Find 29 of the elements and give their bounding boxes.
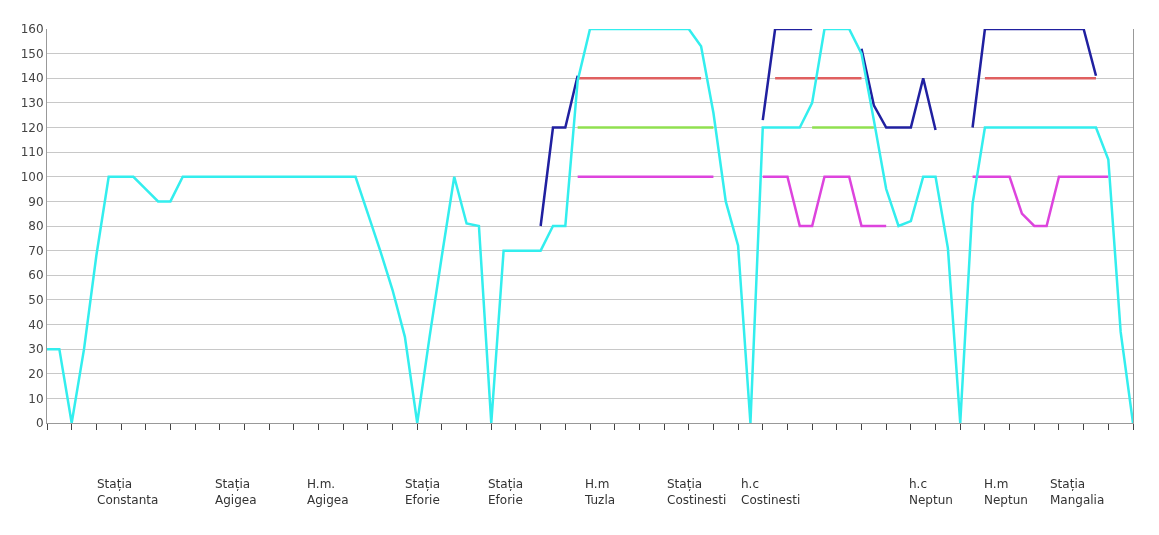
text: Stația Constanta	[97, 477, 159, 507]
y-tick-label: 100	[20, 169, 44, 184]
text: h.c Neptun	[909, 477, 953, 507]
y-tick-label: 20	[28, 366, 44, 381]
text: h.c Costinesti	[741, 477, 801, 507]
y-tick-label: 40	[28, 317, 44, 332]
y-tick-label: 0	[35, 416, 44, 431]
y-tick-label: 130	[20, 96, 44, 111]
y-tick-label: 160	[20, 22, 44, 37]
y-tick-label: 110	[20, 145, 44, 160]
text: H.m Neptun	[984, 477, 1028, 507]
y-tick-label: 60	[28, 268, 44, 283]
text: H.m Tuzla	[584, 477, 616, 507]
text: Stația Mangalia	[1050, 477, 1105, 507]
text: Stația Costinesti	[667, 477, 727, 507]
y-tick-label: 10	[28, 391, 44, 406]
y-tick-label: 140	[20, 71, 44, 86]
y-tick-label: 50	[28, 293, 44, 308]
y-tick-label: 150	[20, 46, 44, 61]
y-tick-label: 30	[28, 342, 44, 357]
line-series	[47, 29, 1133, 423]
text: Stația Eforie	[405, 477, 441, 507]
text: Stația Agigea	[215, 477, 257, 507]
y-tick-label: 80	[28, 219, 44, 234]
y-tick-label: 70	[28, 243, 44, 258]
y-tick-label: 120	[20, 120, 44, 135]
text: H.m. Agigea	[307, 477, 349, 507]
text: Stația Eforie	[488, 477, 524, 507]
y-tick-label: 90	[28, 194, 44, 209]
